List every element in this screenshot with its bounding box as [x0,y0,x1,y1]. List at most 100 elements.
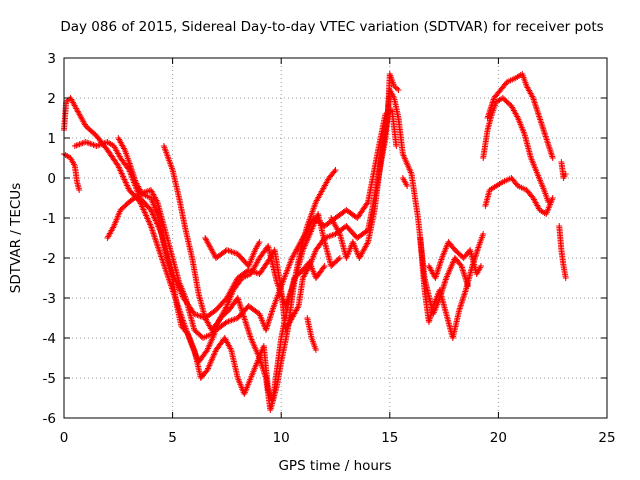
marker-track-11 [459,297,466,304]
marker-track-1 [155,244,162,251]
marker-track-15 [539,122,546,129]
marker-track-3 [440,284,447,291]
marker-track-15 [532,101,539,108]
marker-track-15 [542,131,549,138]
axis-ticks: 0 5 10 15 20 25 -6 -5 -4 -3 -2 -1 0 1 2 3 [43,51,616,446]
marker-track-1 [393,143,400,149]
data-points [61,71,569,413]
marker-track-1 [155,245,162,252]
marker-track-11 [474,247,481,254]
marker-track-12 [434,267,441,274]
marker-track-15 [546,144,553,151]
marker-track-1 [364,200,371,207]
marker-track-15 [534,108,541,115]
marker-track-12 [436,261,443,268]
marker-track-15 [537,116,544,123]
y-tick-label: -4 [43,331,56,347]
y-axis-label: SDTVAR / TECUs [8,183,24,293]
marker-track-1 [150,230,157,237]
x-tick-label: 0 [60,430,69,446]
grid-lines [64,58,607,418]
marker-track-11 [458,300,465,307]
y-tick-label: 1 [47,131,56,147]
marker-track-3 [441,281,448,288]
marker-track-15 [547,147,554,154]
marker-track-1 [153,238,160,245]
marker-track-3 [441,279,448,286]
marker-track-15 [549,153,556,160]
x-axis-label: GPS time / hours [278,458,391,474]
marker-track-11 [460,294,467,301]
y-tick-label: 3 [47,51,56,67]
marker-track-1 [265,319,272,326]
marker-track-15 [543,135,550,141]
marker-track-9 [395,87,402,93]
marker-track-15 [546,145,553,152]
marker-track-2 [76,187,83,193]
marker-track-6 [336,255,343,261]
marker-track-6 [223,304,230,311]
marker-track-11 [457,303,464,310]
marker-track-15 [545,142,552,149]
marker-track-1 [150,232,157,239]
marker-track-15 [532,102,539,109]
marker-track-9 [392,84,399,91]
marker-track-4 [332,167,339,173]
y-tick-label: -3 [43,291,56,307]
marker-track-1 [156,247,163,254]
marker-track-3 [458,264,465,271]
marker-track-16 [562,171,569,177]
marker-track-4 [241,316,248,323]
marker-track-11 [473,249,480,256]
marker-track-4 [242,318,249,325]
marker-track-15 [548,151,555,158]
marker-track-11 [457,302,464,309]
chart-title: Day 086 of 2015, Sidereal Day-to-day VTE… [60,19,603,35]
marker-track-15 [538,121,545,128]
marker-track-3 [440,282,447,289]
marker-track-11 [460,293,467,300]
marker-track-12 [478,263,485,269]
marker-track-15 [538,119,545,126]
marker-track-1 [149,229,156,236]
x-tick-label: 25 [598,430,615,446]
x-tick-label: 10 [273,430,290,446]
marker-track-15 [536,113,543,120]
marker-track-4 [245,328,252,335]
marker-track-11 [473,250,480,257]
marker-track-11 [461,291,468,298]
marker-track-3 [460,270,467,277]
marker-track-11 [461,290,468,297]
marker-track-4 [242,319,249,326]
marker-track-4 [331,168,338,175]
y-tick-label: -6 [43,411,56,427]
y-tick-label: 0 [47,171,56,187]
marker-track-7 [256,239,263,245]
marker-track-15 [545,141,552,148]
marker-track-4 [246,330,253,337]
marker-track-11 [459,296,466,303]
plot-frame [63,57,608,419]
marker-track-9 [391,83,398,89]
y-tick-label: -1 [43,211,56,227]
marker-track-11 [462,288,469,295]
marker-track-1 [156,248,163,255]
marker-track-6 [335,256,342,263]
marker-track-12 [436,262,443,269]
marker-track-4 [244,325,251,332]
marker-track-15 [541,128,548,135]
marker-track-9 [336,229,343,236]
marker-track-15 [533,105,540,112]
marker-track-11 [456,305,463,312]
y-tick-label: -5 [43,371,56,387]
marker-track-1 [267,314,274,321]
marker-track-10 [404,183,411,189]
marker-track-11 [458,299,465,306]
marker-track-1 [266,317,273,324]
marker-track-5 [320,264,327,271]
marker-track-1 [265,320,272,327]
marker-track-4 [243,322,250,329]
marker-track-11 [480,231,487,237]
x-tick-label: 20 [490,430,507,446]
marker-track-1 [151,233,158,240]
